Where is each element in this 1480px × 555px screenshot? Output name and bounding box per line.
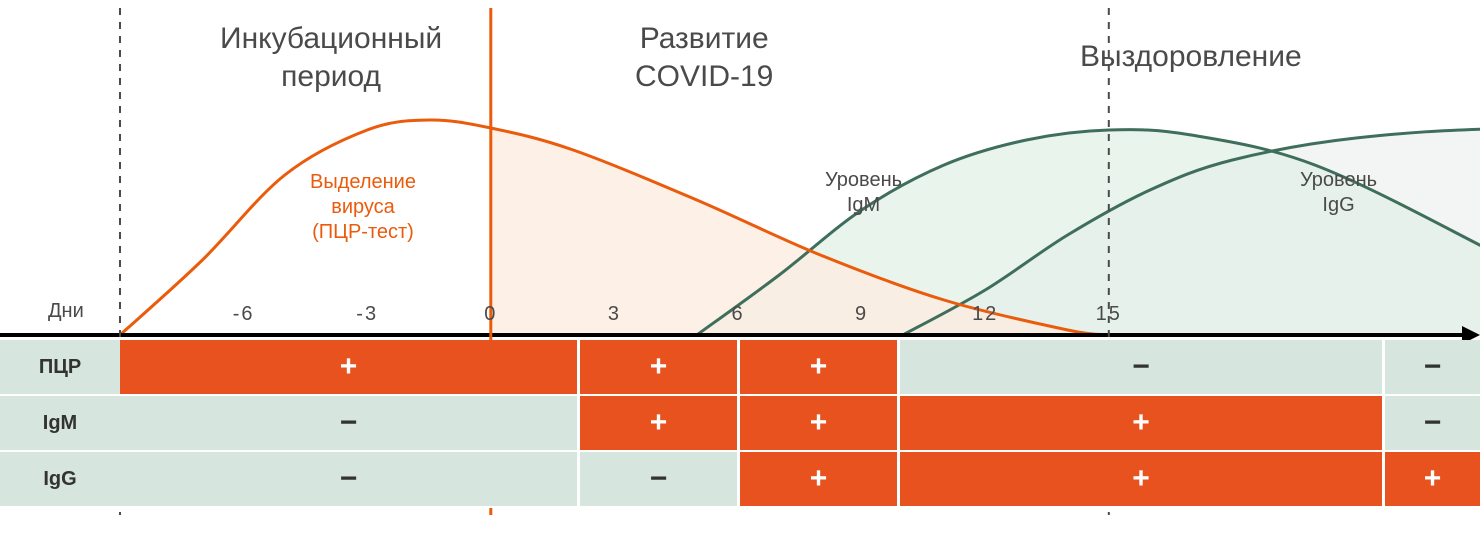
table-row: IgG−−+++ [0, 452, 1480, 508]
cell-positive: + [580, 340, 740, 394]
cell-positive: + [120, 340, 580, 394]
result-table: ПЦР+++−−IgM−+++−IgG−−+++ [0, 340, 1480, 508]
axis-tick: 3 [608, 303, 621, 326]
phase-label-development: РазвитиеCOVID-19 [635, 20, 773, 95]
cell-negative: − [1385, 340, 1480, 394]
cell-positive: + [740, 396, 900, 450]
axis-tick: 6 [731, 303, 744, 326]
cell-positive: + [580, 396, 740, 450]
axis-tick: -6 [233, 303, 255, 326]
cell-negative: − [1385, 396, 1480, 450]
axis-tick: 0 [484, 303, 497, 326]
row-header: ПЦР [0, 340, 120, 394]
axis-label-days: Дни [48, 300, 84, 323]
curve-label-igg: УровеньIgG [1300, 168, 1377, 218]
axis-tick: 15 [1096, 303, 1122, 326]
table-row: IgM−+++− [0, 396, 1480, 452]
cell-positive: + [1385, 452, 1480, 506]
cell-positive: + [740, 452, 900, 506]
curve-label-igm: УровеньIgM [825, 168, 902, 218]
cell-positive: + [900, 452, 1385, 506]
axis-tick: 12 [972, 303, 998, 326]
cell-positive: + [740, 340, 900, 394]
row-header: IgG [0, 452, 120, 506]
covid-timeline-infographic: Инкубационныйпериод РазвитиеCOVID-19 Выз… [0, 0, 1480, 555]
phase-label-incubation: Инкубационныйпериод [220, 20, 442, 95]
axis-tick: -3 [356, 303, 378, 326]
row-header: IgM [0, 396, 120, 450]
cell-negative: − [120, 452, 580, 506]
cell-positive: + [900, 396, 1385, 450]
table-row: ПЦР+++−− [0, 340, 1480, 396]
cell-negative: − [120, 396, 580, 450]
cell-negative: − [580, 452, 740, 506]
cell-negative: − [900, 340, 1385, 394]
phase-label-recovery: Выздоровление [1080, 38, 1302, 76]
axis-tick: 9 [855, 303, 868, 326]
curve-label-virus: Выделениевируса(ПЦР-тест) [310, 170, 416, 245]
